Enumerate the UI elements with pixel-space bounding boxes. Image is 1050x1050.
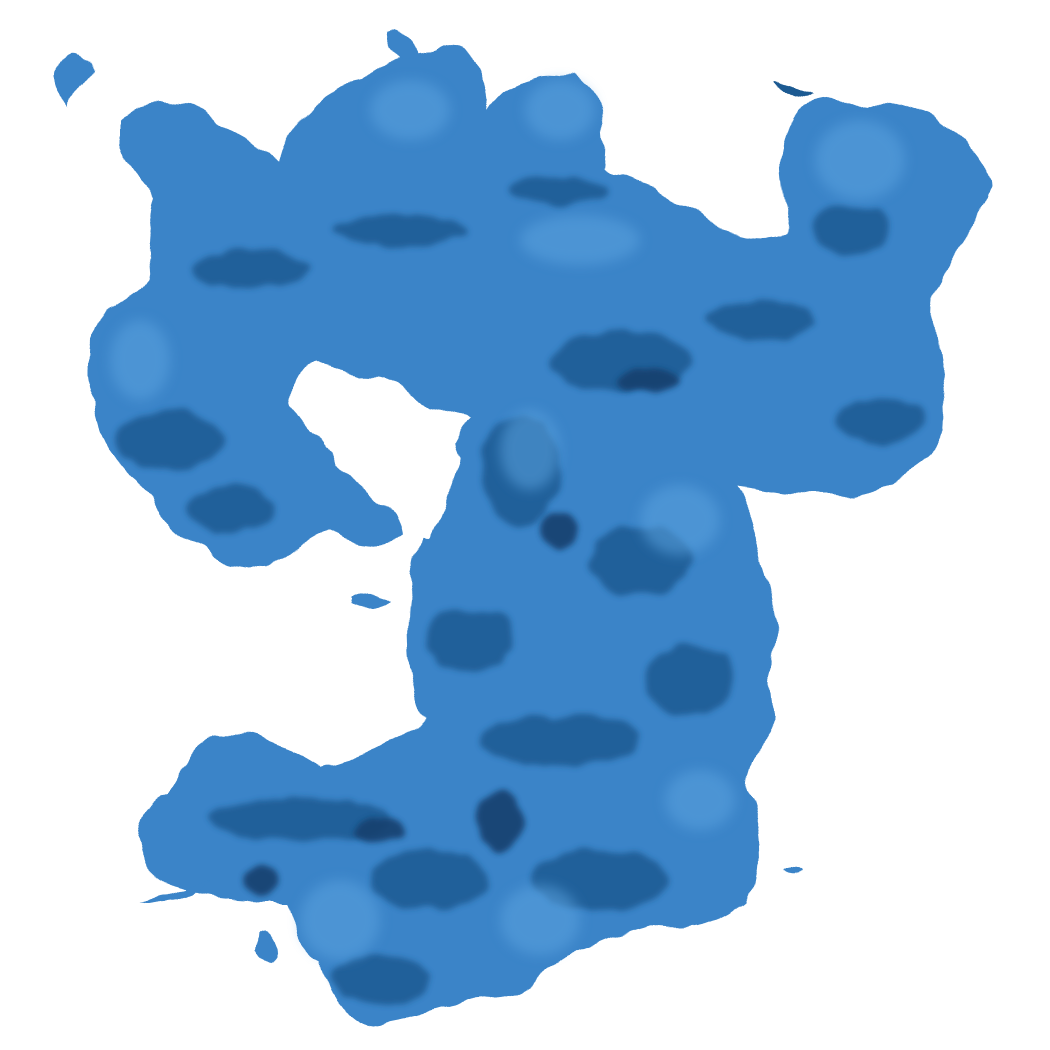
interior-cavity: [328, 376, 460, 540]
highlight-blob: [815, 120, 905, 200]
highlight-blob: [665, 770, 735, 830]
highlight-blob: [110, 320, 170, 400]
surface-shading: [115, 176, 925, 1005]
fragment-mid-left: [348, 592, 390, 610]
fragment-top-right: [775, 82, 812, 97]
highlight-blob: [640, 485, 720, 555]
shadow-blob: [810, 205, 890, 255]
highlight-blob: [525, 80, 595, 140]
shadow-blob: [425, 610, 515, 670]
crevice: [620, 368, 680, 392]
highlight-blob: [300, 880, 380, 960]
fragment-top-left: [58, 51, 92, 110]
shadow-blob: [185, 485, 275, 535]
surface-crevices: [240, 368, 680, 894]
shadow-blob: [115, 410, 225, 470]
shadow-blob: [210, 798, 390, 842]
cavity-center-left: [328, 376, 460, 540]
main-density-body: [85, 45, 991, 1026]
highlight-blob: [370, 80, 450, 140]
crevice: [540, 512, 580, 548]
fragment-left-tail: [140, 880, 210, 905]
detached-fragments: [58, 33, 812, 968]
shadow-blob: [705, 300, 815, 340]
shadow-blob: [370, 850, 490, 910]
crevice: [478, 790, 522, 850]
shadow-blob: [330, 955, 430, 1005]
highlight-blob: [500, 885, 580, 955]
shadow-blob: [330, 215, 470, 245]
highlight-blob: [500, 410, 560, 490]
surface-highlights: [110, 80, 905, 960]
density-surface: [85, 45, 991, 1026]
shadow-blob: [510, 176, 610, 204]
fragment-top: [390, 33, 422, 56]
highlight-blob: [520, 215, 640, 265]
shadow-blob: [645, 645, 735, 715]
crevice: [355, 820, 405, 840]
shadow-blob: [480, 715, 640, 765]
fragment-bottom-right: [785, 867, 802, 875]
fragment-bottom-left: [256, 932, 280, 968]
crevice: [240, 866, 280, 894]
shadow-blob: [835, 398, 925, 442]
shadow-blob: [190, 252, 310, 288]
